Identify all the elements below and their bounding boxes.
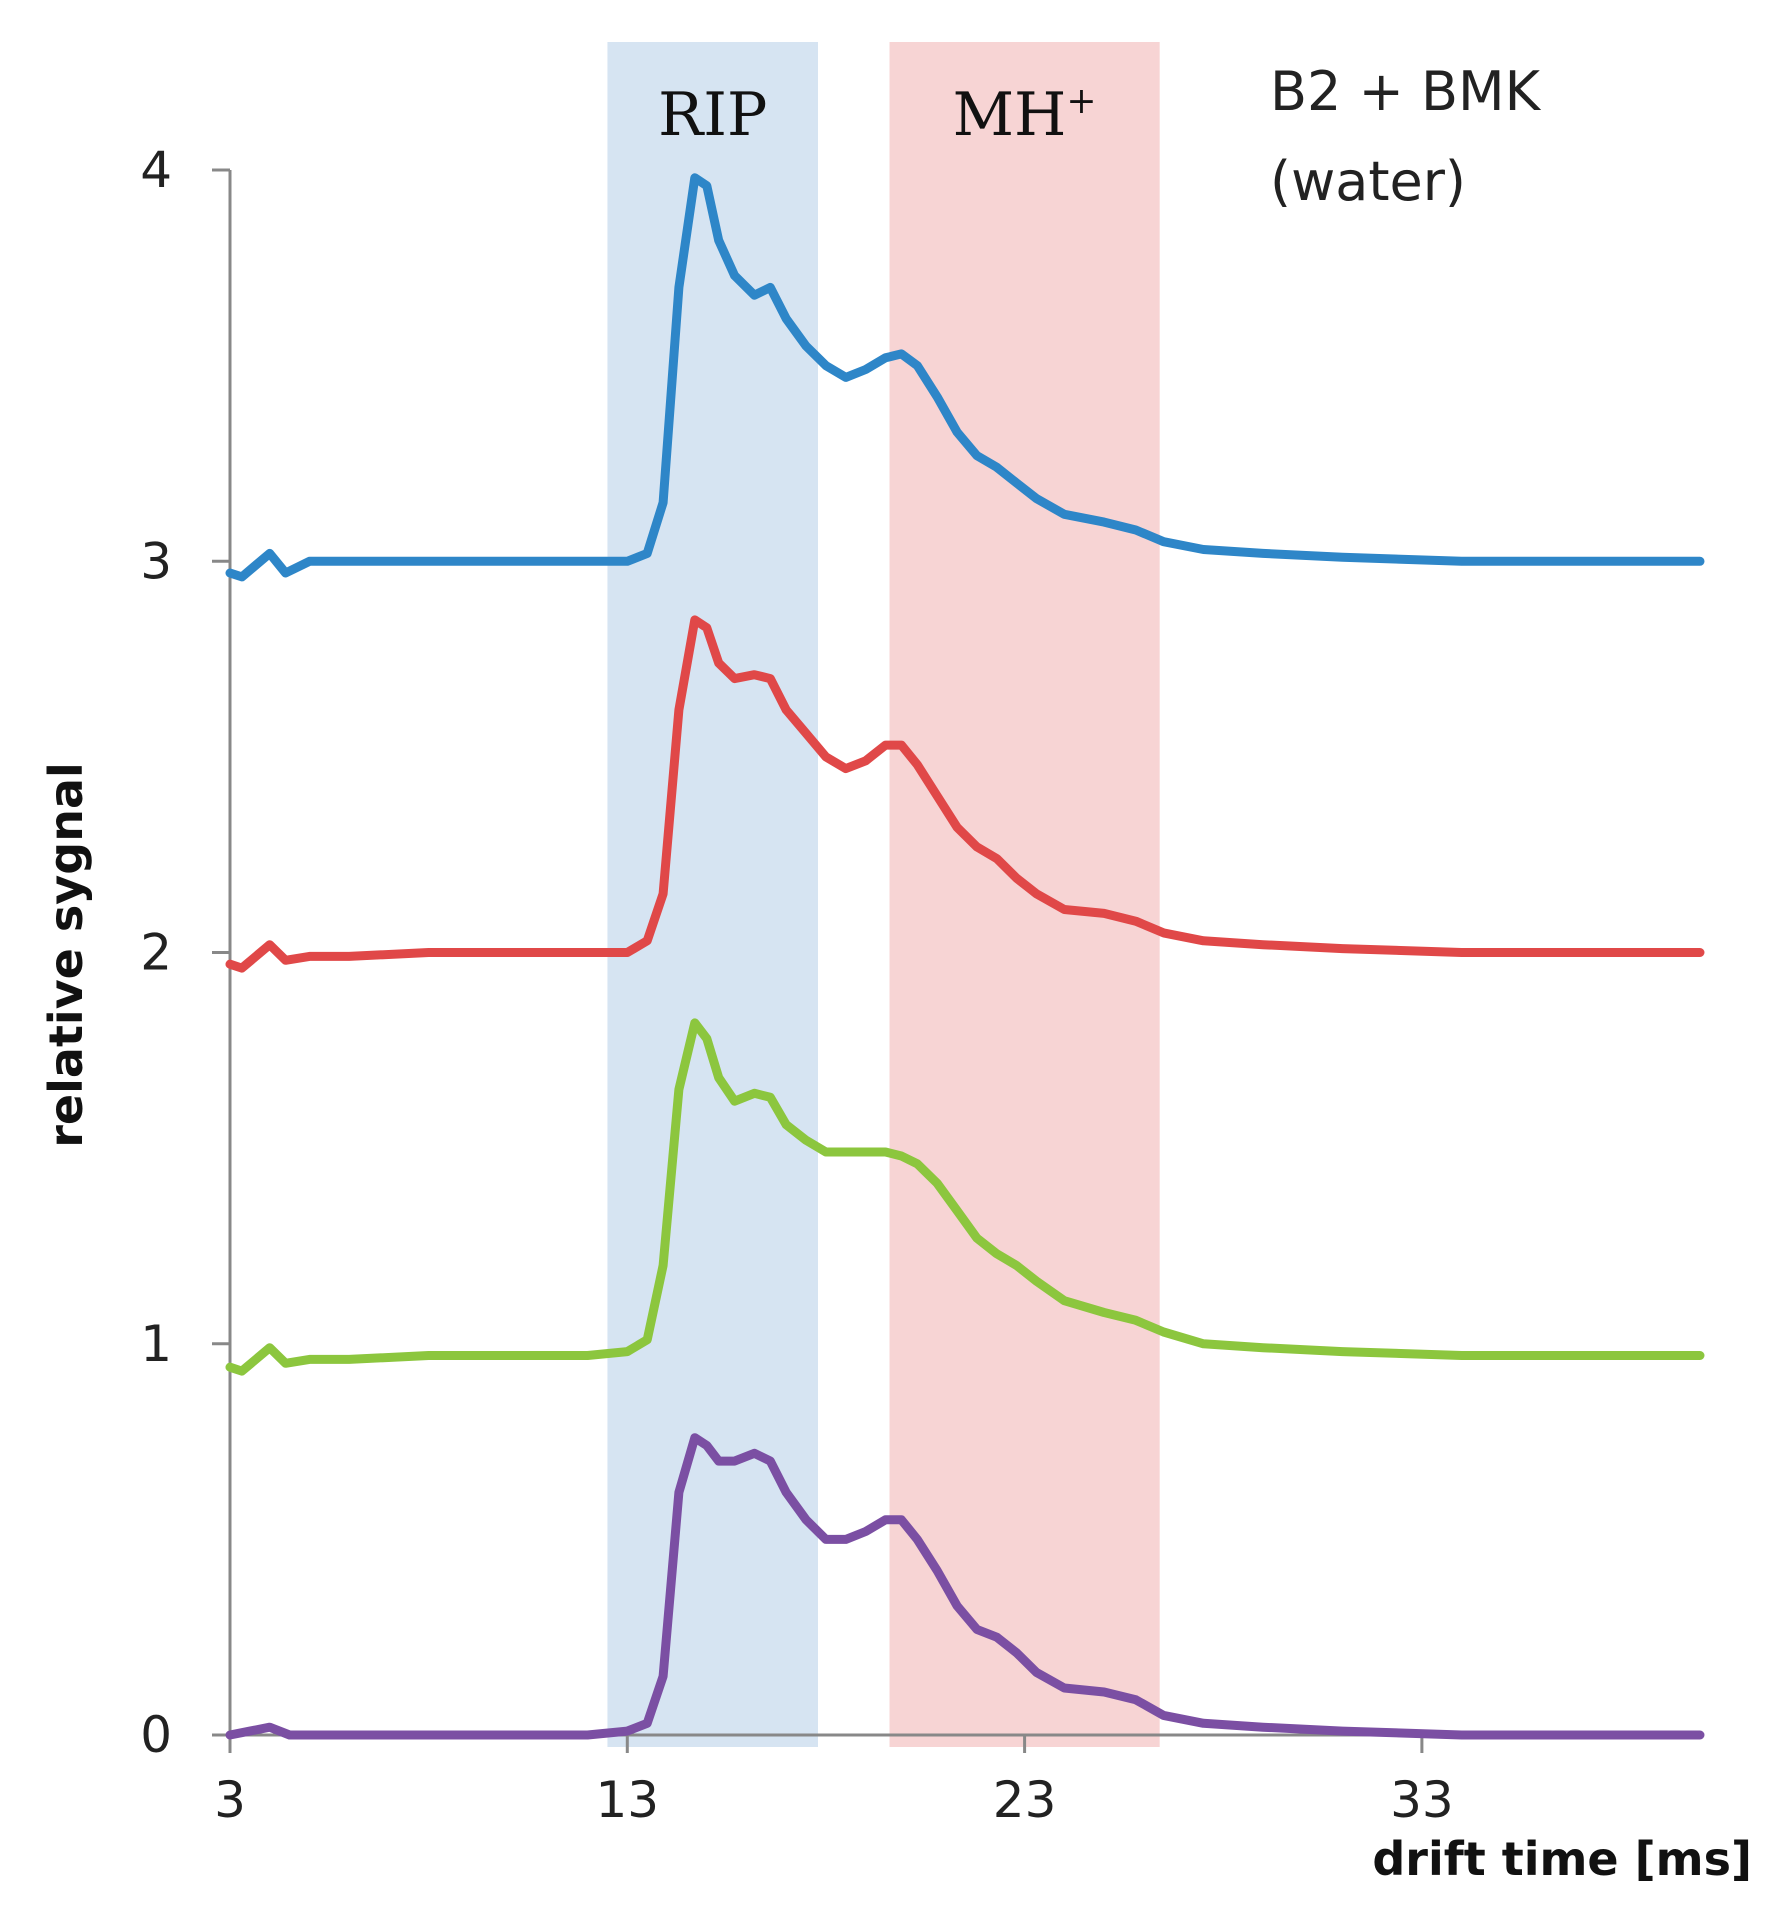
y-axis-title: relative sygnal: [39, 762, 93, 1148]
x-axis-title: drift time [ms]: [1372, 1832, 1752, 1886]
band-mh: [889, 42, 1160, 1747]
y-ticks: 0 1 2 3 4: [140, 141, 230, 1764]
series-line-red: [225, 615, 1705, 973]
x-tick-label: 23: [993, 1771, 1057, 1829]
x-ticks: 3 13 23 33: [214, 1735, 1454, 1829]
band-rip: [607, 42, 818, 1747]
band-label-rip: RIP: [658, 80, 767, 150]
y-tick-label: 4: [140, 141, 172, 199]
x-tick-label: 13: [595, 1771, 659, 1829]
annotation-line-1: B2 + BMK: [1270, 60, 1542, 123]
x-tick-label: 33: [1390, 1771, 1454, 1829]
series-line-purple: [225, 1433, 1705, 1740]
series-line-green: [225, 1018, 1705, 1376]
highlight-bands: [607, 42, 1160, 1747]
y-tick-label: 1: [140, 1315, 172, 1373]
band-label-mh-superscript: +: [1066, 81, 1096, 122]
y-tick-label: 0: [140, 1706, 172, 1764]
y-tick-label: 3: [140, 532, 172, 590]
series-lines: [225, 173, 1705, 1740]
y-tick-label: 2: [140, 924, 172, 982]
annotation-line-2: (water): [1270, 150, 1466, 213]
x-tick-label: 3: [214, 1771, 246, 1829]
series-line-blue: [225, 173, 1705, 582]
band-label-mh: MH+: [953, 80, 1097, 150]
band-label-mh-main: MH: [953, 80, 1067, 150]
